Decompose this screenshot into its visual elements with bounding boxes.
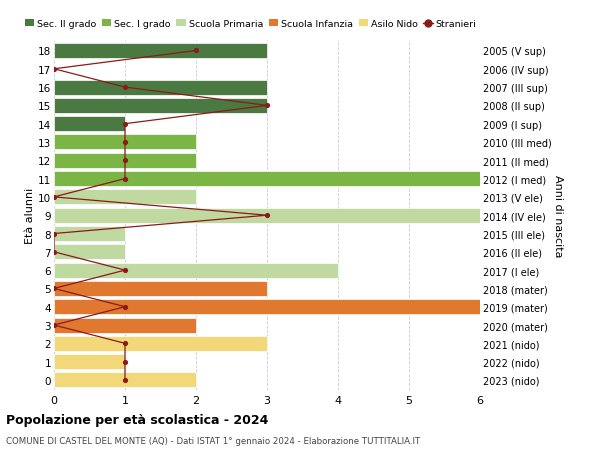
Point [262,102,272,110]
Bar [54,190,196,205]
Bar [54,208,480,223]
Y-axis label: Anni di nascita: Anni di nascita [553,174,563,257]
Point [262,212,272,219]
Bar [54,117,125,132]
Point [120,340,130,347]
Point [120,121,130,128]
Text: COMUNE DI CASTEL DEL MONTE (AQ) - Dati ISTAT 1° gennaio 2024 - Elaborazione TUTT: COMUNE DI CASTEL DEL MONTE (AQ) - Dati I… [6,436,420,445]
Point [120,84,130,91]
Bar [54,44,267,59]
Bar [54,245,125,260]
Legend: Sec. II grado, Sec. I grado, Scuola Primaria, Scuola Infanzia, Asilo Nido, Stran: Sec. II grado, Sec. I grado, Scuola Prim… [25,20,476,29]
Y-axis label: Età alunni: Età alunni [25,188,35,244]
Point [49,194,59,201]
Point [49,230,59,238]
Point [191,48,201,55]
Point [49,249,59,256]
Bar [54,99,267,114]
Bar [54,263,338,278]
Bar [54,80,267,95]
Bar [54,373,196,387]
Bar [54,281,267,296]
Bar [54,336,267,351]
Bar [54,354,125,369]
Bar [54,318,196,333]
Bar [54,135,196,150]
Point [120,157,130,165]
Point [120,303,130,311]
Bar [54,226,125,241]
Bar [54,153,196,168]
Point [49,66,59,73]
Text: Popolazione per età scolastica - 2024: Popolazione per età scolastica - 2024 [6,413,268,426]
Point [120,139,130,146]
Bar [54,300,480,314]
Point [49,285,59,292]
Point [120,358,130,365]
Bar [54,172,480,187]
Point [120,175,130,183]
Point [120,267,130,274]
Point [49,322,59,329]
Point [120,376,130,384]
